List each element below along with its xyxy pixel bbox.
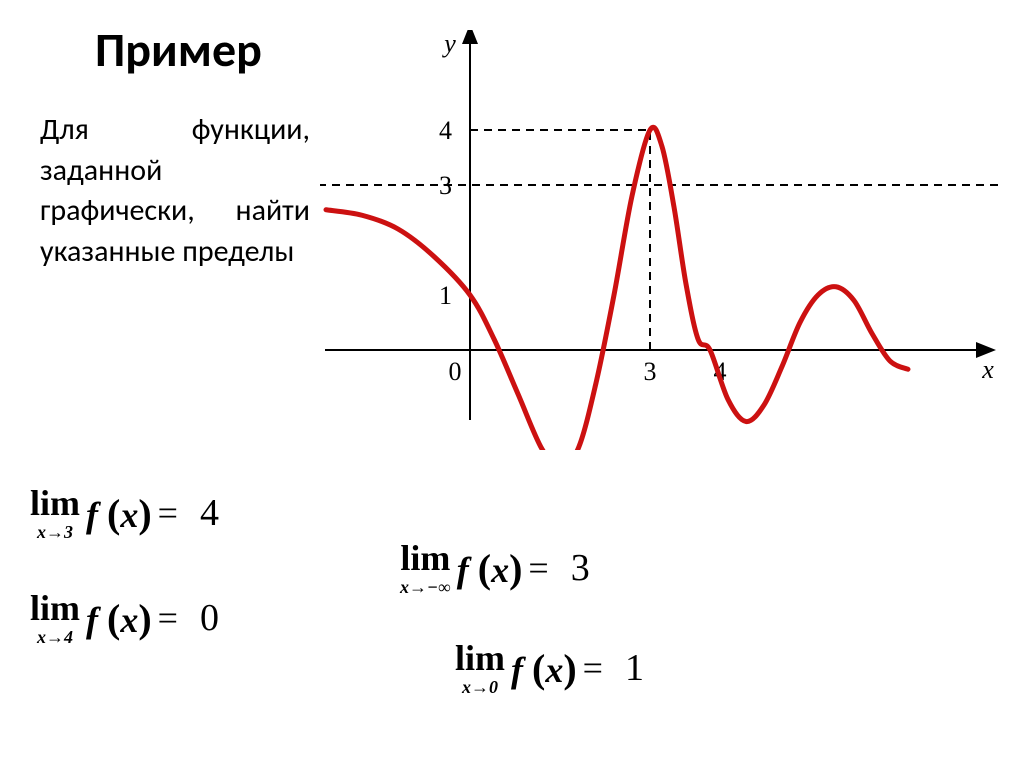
svg-text:3: 3 [439,171,452,200]
equals: = [528,548,548,588]
function-expr: f (x) [511,650,577,690]
function-expr: f (x) [86,600,152,640]
limit-expression: limx→−∞f (x)= 3 [400,540,590,596]
lim-operator: limx→4 [30,590,80,646]
lim-operator: limx→−∞ [400,540,451,596]
function-expr: f (x) [457,550,523,590]
equals: = [158,598,178,638]
lim-operator: limx→3 [30,485,80,541]
limit-answer: 1 [625,647,644,689]
svg-text:3: 3 [644,357,657,386]
svg-text:y: y [441,30,456,58]
chart: xy034134 [320,30,1000,450]
svg-text:4: 4 [439,116,452,145]
lim-operator: limx→0 [455,640,505,696]
limit-answer: 0 [200,597,219,639]
limit-expression: limx→0f (x)= 1 [455,640,644,696]
svg-text:x: x [981,355,994,384]
limit-expression: limx→3f (x)= 4 [30,485,219,541]
limit-answer: 4 [200,492,219,534]
limit-expression: limx→4f (x)= 0 [30,590,219,646]
equals: = [583,648,603,688]
function-expr: f (x) [86,495,152,535]
limit-answer: 3 [571,547,590,589]
svg-text:0: 0 [449,357,462,386]
problem-description: Для функции, заданной графически, найти … [40,110,310,272]
page-title: Пример [95,20,262,79]
svg-text:1: 1 [439,281,452,310]
equals: = [158,493,178,533]
